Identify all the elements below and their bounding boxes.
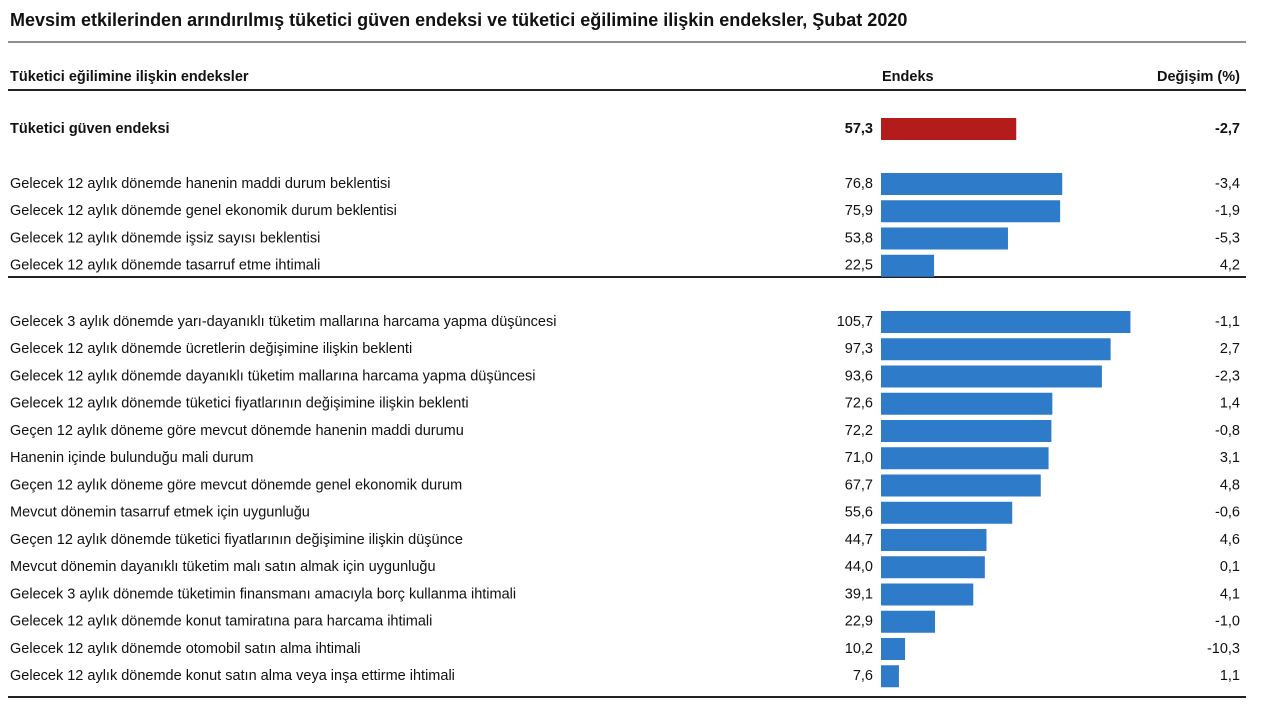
value-label: 22,5 <box>845 258 873 274</box>
row-label: Mevcut dönemin tasarruf etmek için uygun… <box>10 505 310 521</box>
column-header: Değişim (%) <box>1157 69 1240 85</box>
change-label: -3,4 <box>1215 176 1240 192</box>
bar <box>881 338 1111 361</box>
value-label: 97,3 <box>845 341 873 357</box>
row-label: Geçen 12 aylık döneme göre mevcut dönemd… <box>10 423 464 439</box>
row-label: Gelecek 12 aylık dönemde genel ekonomik … <box>10 203 397 219</box>
change-label: -2,3 <box>1215 368 1240 384</box>
value-label: 76,8 <box>845 176 873 192</box>
row-label: Geçen 12 aylık döneme göre mevcut dönemd… <box>10 477 462 493</box>
bar <box>881 311 1131 333</box>
change-label: 2,7 <box>1220 341 1240 357</box>
value-label: 7,6 <box>853 668 873 684</box>
change-label: 1,4 <box>1220 396 1240 412</box>
change-label: 4,1 <box>1220 586 1240 602</box>
change-label: 3,1 <box>1220 450 1240 466</box>
row-label: Gelecek 12 aylık dönemde konut satın alm… <box>10 668 455 684</box>
value-label: 72,2 <box>845 423 873 439</box>
column-header: Endeks <box>882 69 934 85</box>
change-label: 4,8 <box>1220 477 1240 493</box>
row-label: Gelecek 3 aylık dönemde tüketimin finans… <box>10 586 516 602</box>
row-label: Gelecek 12 aylık dönemde otomobil satın … <box>10 641 361 657</box>
row-label: Geçen 12 aylık dönemde tüketici fiyatlar… <box>10 532 463 548</box>
bar <box>881 447 1049 470</box>
bar <box>881 392 1053 415</box>
bar <box>881 200 1061 223</box>
change-label: -0,6 <box>1215 505 1240 521</box>
bar <box>881 665 899 688</box>
row-label: Tüketici güven endeksi <box>10 121 170 137</box>
value-label: 93,6 <box>845 368 873 384</box>
change-label: 1,1 <box>1220 668 1240 684</box>
bar <box>881 365 1102 388</box>
bar <box>881 420 1052 442</box>
row-label: Gelecek 12 aylık dönemde tüketici fiyatl… <box>10 396 469 412</box>
value-label: 57,3 <box>845 121 873 137</box>
value-label: 39,1 <box>845 586 873 602</box>
value-label: 53,8 <box>845 230 873 246</box>
value-label: 55,6 <box>845 505 873 521</box>
row-label: Gelecek 3 aylık dönemde yarı-dayanıklı t… <box>10 314 556 330</box>
value-label: 67,7 <box>845 477 873 493</box>
chart-title: Mevsim etkilerinden arındırılmış tüketic… <box>10 10 907 30</box>
change-label: 0,1 <box>1220 559 1240 575</box>
bar <box>881 556 985 579</box>
change-label: -1,9 <box>1215 203 1240 219</box>
row-label: Gelecek 12 aylık dönemde ücretlerin deği… <box>10 341 412 357</box>
bar <box>881 501 1013 524</box>
change-label: 4,2 <box>1220 258 1240 274</box>
value-label: 105,7 <box>837 314 873 330</box>
row-label: Gelecek 12 aylık dönemde işsiz sayısı be… <box>10 230 320 246</box>
value-label: 72,6 <box>845 396 873 412</box>
bar <box>881 610 936 633</box>
value-label: 75,9 <box>845 203 873 219</box>
change-label: -2,7 <box>1215 121 1240 137</box>
value-label: 22,9 <box>845 614 873 630</box>
row-label: Gelecek 12 aylık dönemde hanenin maddi d… <box>10 176 390 192</box>
bar <box>881 583 974 606</box>
row-label: Mevcut dönemin dayanıklı tüketim malı sa… <box>10 559 436 575</box>
value-label: 44,7 <box>845 532 873 548</box>
bar <box>881 227 1008 250</box>
change-label: -10,3 <box>1207 641 1240 657</box>
bar <box>881 254 935 277</box>
bar <box>881 474 1041 497</box>
change-label: 4,6 <box>1220 532 1240 548</box>
change-label: -1,0 <box>1215 614 1240 630</box>
bar <box>881 173 1063 195</box>
change-label: -0,8 <box>1215 423 1240 439</box>
bar <box>881 118 1017 140</box>
column-header: Tüketici eğilimine ilişkin endeksler <box>10 69 249 85</box>
change-label: -1,1 <box>1215 314 1240 330</box>
value-label: 44,0 <box>845 559 873 575</box>
value-label: 71,0 <box>845 450 873 466</box>
row-label: Gelecek 12 aylık dönemde tasarruf etme i… <box>10 258 320 274</box>
row-label: Gelecek 12 aylık dönemde dayanıklı tüket… <box>10 368 536 384</box>
bar <box>881 529 987 551</box>
value-label: 10,2 <box>845 641 873 657</box>
change-label: -5,3 <box>1215 230 1240 246</box>
row-label: Hanenin içinde bulunduğu mali durum <box>10 450 253 466</box>
bar <box>881 638 906 660</box>
row-label: Gelecek 12 aylık dönemde konut tamiratın… <box>10 614 432 630</box>
